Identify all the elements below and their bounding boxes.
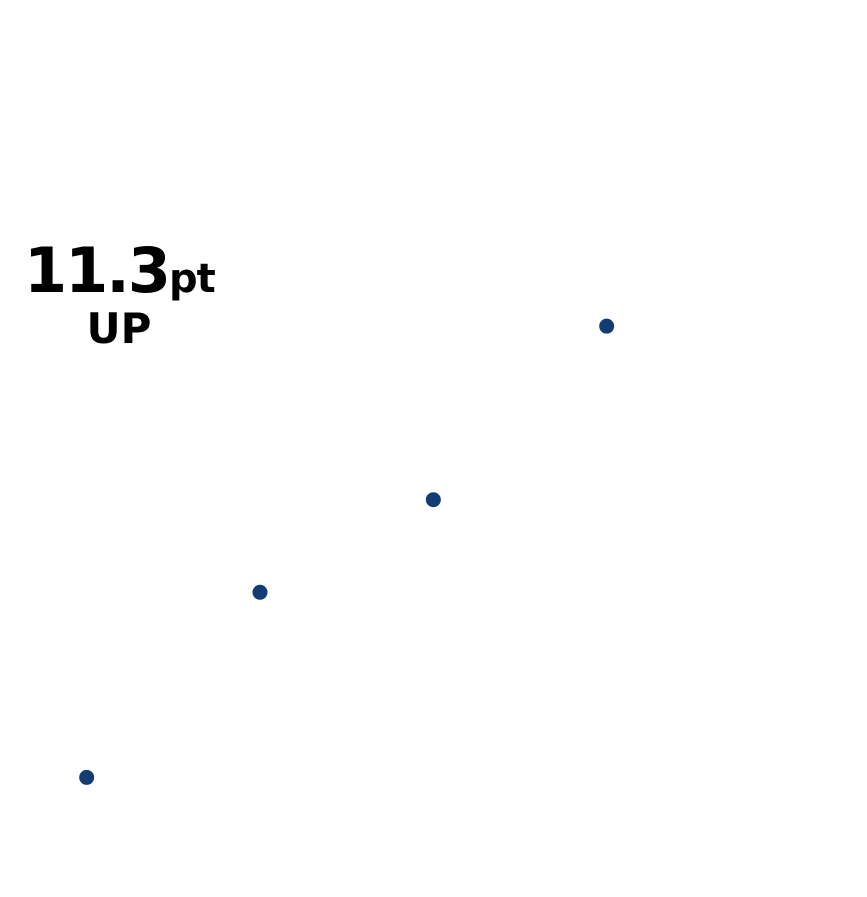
kpi-callout: 11.3pt UP	[24, 240, 216, 353]
data-point-2	[252, 584, 268, 600]
data-point-1	[79, 769, 95, 785]
kpi-value: 11.3	[24, 234, 171, 307]
data-point-4	[599, 318, 615, 334]
kpi-value-line: 11.3pt	[24, 240, 216, 302]
data-point-3	[425, 492, 441, 508]
kpi-direction: UP	[86, 304, 152, 353]
kpi-unit: pt	[168, 256, 216, 302]
